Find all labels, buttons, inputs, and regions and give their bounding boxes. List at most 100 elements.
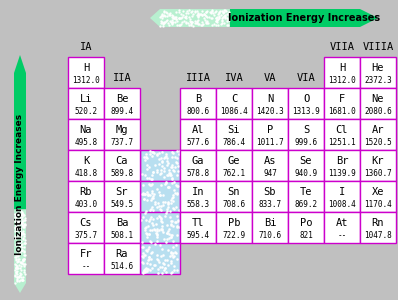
- Text: 869.2: 869.2: [295, 200, 318, 209]
- Bar: [140, 150, 180, 181]
- Bar: [252, 119, 288, 150]
- Text: 595.4: 595.4: [186, 231, 210, 240]
- Bar: [360, 57, 396, 88]
- Bar: [180, 119, 216, 150]
- Text: 1312.0: 1312.0: [328, 76, 356, 85]
- Polygon shape: [14, 209, 26, 293]
- Text: IIIA: IIIA: [185, 73, 211, 83]
- Text: Ar: Ar: [372, 125, 384, 135]
- Text: Cs: Cs: [80, 218, 92, 228]
- Bar: [324, 212, 360, 243]
- Bar: [324, 150, 360, 181]
- Bar: [324, 57, 360, 88]
- Text: Ba: Ba: [116, 218, 128, 228]
- Text: Si: Si: [228, 125, 240, 135]
- Text: Al: Al: [192, 125, 204, 135]
- Text: 1312.0: 1312.0: [72, 76, 100, 85]
- Bar: [216, 181, 252, 212]
- Text: Br: Br: [336, 156, 348, 166]
- Bar: [140, 243, 180, 274]
- Text: He: He: [372, 63, 384, 73]
- Bar: [288, 212, 324, 243]
- Text: Xe: Xe: [372, 187, 384, 197]
- Text: Li: Li: [80, 94, 92, 104]
- Text: 833.7: 833.7: [258, 200, 281, 209]
- Text: IIA: IIA: [113, 73, 131, 83]
- Bar: [68, 212, 104, 243]
- Bar: [140, 181, 180, 212]
- Text: Kr: Kr: [372, 156, 384, 166]
- Text: 1420.3: 1420.3: [256, 107, 284, 116]
- Bar: [68, 181, 104, 212]
- Bar: [288, 181, 324, 212]
- Text: Sn: Sn: [228, 187, 240, 197]
- Text: 589.8: 589.8: [110, 169, 134, 178]
- Text: H: H: [83, 63, 89, 73]
- Text: Be: Be: [116, 94, 128, 104]
- Text: As: As: [264, 156, 276, 166]
- Text: B: B: [195, 94, 201, 104]
- Text: 508.1: 508.1: [110, 231, 134, 240]
- Bar: [324, 181, 360, 212]
- Text: Ne: Ne: [372, 94, 384, 104]
- Bar: [324, 119, 360, 150]
- Text: 899.4: 899.4: [110, 107, 134, 116]
- Text: 495.8: 495.8: [74, 138, 98, 147]
- Text: VA: VA: [264, 73, 276, 83]
- Text: Sb: Sb: [264, 187, 276, 197]
- Bar: [68, 150, 104, 181]
- Text: Ionization Energy Increases: Ionization Energy Increases: [228, 13, 380, 23]
- Text: 737.7: 737.7: [110, 138, 134, 147]
- Text: 947: 947: [263, 169, 277, 178]
- Text: F: F: [339, 94, 345, 104]
- Text: 2080.6: 2080.6: [364, 107, 392, 116]
- Bar: [68, 57, 104, 88]
- Polygon shape: [230, 9, 378, 27]
- Text: 418.8: 418.8: [74, 169, 98, 178]
- Text: 786.4: 786.4: [222, 138, 246, 147]
- Text: --: --: [338, 231, 347, 240]
- Text: 1008.4: 1008.4: [328, 200, 356, 209]
- Text: 1086.4: 1086.4: [220, 107, 248, 116]
- Text: Ga: Ga: [192, 156, 204, 166]
- Bar: [360, 150, 396, 181]
- Polygon shape: [14, 55, 26, 209]
- Text: Ionization Energy Increases: Ionization Energy Increases: [16, 113, 25, 255]
- Text: 1520.5: 1520.5: [364, 138, 392, 147]
- Bar: [252, 212, 288, 243]
- Text: 2372.3: 2372.3: [364, 76, 392, 85]
- Bar: [360, 212, 396, 243]
- Bar: [180, 212, 216, 243]
- Text: S: S: [303, 125, 309, 135]
- Text: 558.3: 558.3: [186, 200, 210, 209]
- Bar: [68, 88, 104, 119]
- Text: 1681.0: 1681.0: [328, 107, 356, 116]
- Bar: [180, 88, 216, 119]
- Text: I: I: [339, 187, 345, 197]
- Text: 762.1: 762.1: [222, 169, 246, 178]
- Text: VIIIA: VIIIA: [362, 42, 394, 52]
- Bar: [180, 150, 216, 181]
- Text: In: In: [192, 187, 204, 197]
- Bar: [288, 150, 324, 181]
- Text: 578.8: 578.8: [186, 169, 210, 178]
- Bar: [360, 88, 396, 119]
- Text: --: --: [81, 262, 91, 271]
- Bar: [252, 181, 288, 212]
- Text: 940.9: 940.9: [295, 169, 318, 178]
- Text: 722.9: 722.9: [222, 231, 246, 240]
- Bar: [104, 212, 140, 243]
- Text: P: P: [267, 125, 273, 135]
- Text: At: At: [336, 218, 348, 228]
- Text: 375.7: 375.7: [74, 231, 98, 240]
- Text: Fr: Fr: [80, 249, 92, 259]
- Bar: [104, 181, 140, 212]
- Bar: [252, 150, 288, 181]
- Text: 999.6: 999.6: [295, 138, 318, 147]
- Text: 520.2: 520.2: [74, 107, 98, 116]
- Text: IA: IA: [80, 42, 92, 52]
- Text: VIIA: VIIA: [330, 42, 355, 52]
- Bar: [360, 181, 396, 212]
- Bar: [104, 88, 140, 119]
- Text: VIA: VIA: [297, 73, 315, 83]
